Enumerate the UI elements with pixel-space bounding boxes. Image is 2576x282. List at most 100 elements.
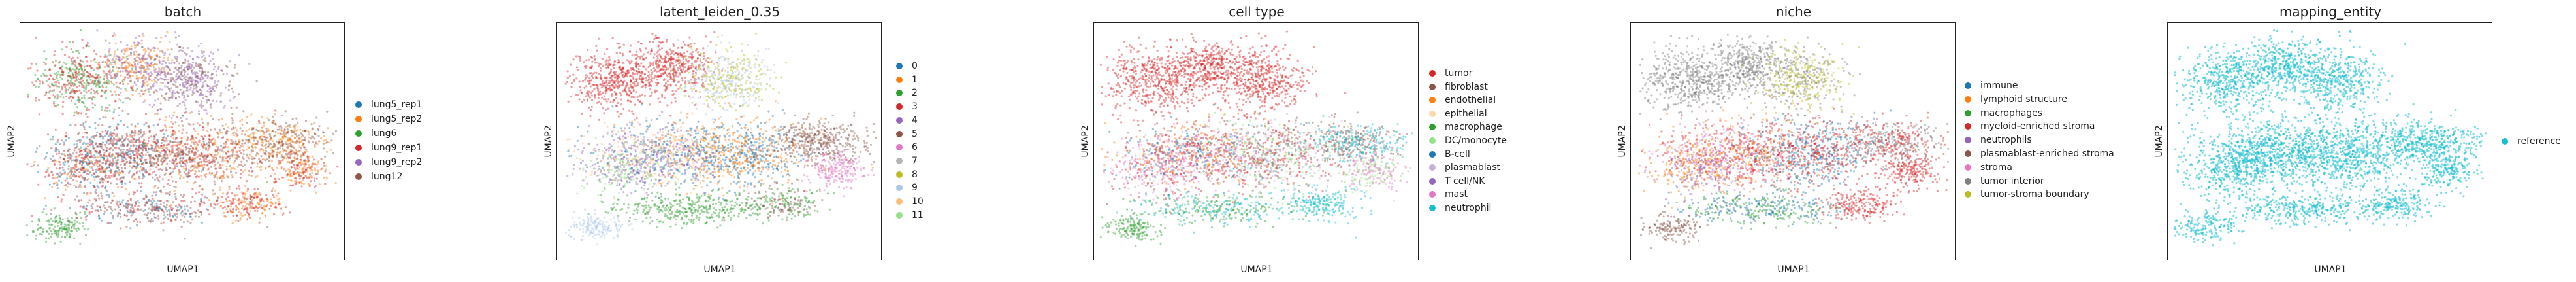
legend-marker (1429, 124, 1436, 131)
x-axis-label: UMAP1 (20, 264, 346, 275)
legend-label: 0 (912, 61, 918, 71)
legend-item: 8 (896, 169, 918, 181)
legend-marker (896, 185, 903, 192)
legend-item: neutrophils (1965, 134, 2032, 146)
series-points-lung6 (25, 29, 150, 245)
legend-item: 4 (896, 115, 918, 126)
series-points-4 (566, 108, 758, 219)
legend-item: immune (1965, 80, 2018, 92)
legend-item: lung6 (355, 128, 396, 139)
series-points-5 (723, 111, 877, 222)
legend-label: 1 (912, 75, 918, 85)
legend-item: reference (2502, 135, 2561, 147)
legend-marker (1429, 205, 1436, 211)
legend-marker (355, 159, 362, 166)
legend-item: endothelial (1429, 94, 1496, 106)
legend-marker (896, 130, 903, 137)
series-points-macrophage (1099, 188, 1343, 247)
series-points-plasmablast (1110, 113, 1376, 202)
legend-item: plasmablast-enriched stroma (1965, 148, 2114, 160)
series-points-10 (566, 112, 760, 200)
legend-item: stroma (1965, 162, 2012, 173)
series-points-dc-monocyte (1180, 111, 1412, 205)
series-points-8 (671, 32, 788, 114)
legend-label: B-cell (1445, 149, 1470, 160)
legend-label: 11 (912, 210, 924, 220)
legend-label: neutrophil (1445, 203, 1491, 213)
legend-marker (1429, 191, 1436, 198)
legend-label: 6 (912, 142, 918, 152)
series-points-9 (565, 34, 780, 246)
legend-marker (355, 101, 362, 108)
legend-marker (2502, 138, 2508, 145)
legend-item: epithelial (1429, 108, 1487, 120)
legend-label: DC/monocyte (1445, 135, 1507, 146)
legend-item: tumor-stroma boundary (1965, 188, 2089, 200)
legend-label: endothelial (1445, 95, 1496, 105)
series-points-lung9-rep1 (26, 35, 339, 230)
panel-title: cell type (1093, 4, 1420, 20)
series-points-macrophages (1675, 188, 1877, 230)
series-points-neutrophils (1643, 130, 1758, 211)
panel-title: mapping_entity (2167, 4, 2494, 20)
legend-label: lung9_rep1 (371, 143, 422, 153)
legend-item: B-cell (1429, 149, 1470, 160)
legend-item: DC/monocyte (1429, 135, 1507, 147)
series-points-reference (2173, 29, 2487, 247)
legend-label: lymphoid structure (1980, 94, 2067, 105)
legend-marker (896, 211, 903, 219)
legend-label: T cell/NK (1445, 176, 1485, 186)
legend-marker (1965, 150, 1971, 157)
legend-label: 7 (912, 156, 918, 166)
legend-label: tumor (1445, 68, 1472, 79)
legend-item: 9 (896, 182, 918, 194)
legend-label: lung5_rep1 (371, 99, 422, 110)
series-points-tumor-stroma-boundary (1742, 39, 1860, 133)
legend-label: plasmablast-enriched stroma (1980, 149, 2114, 159)
y-axis-label: UMAP2 (2154, 125, 2165, 157)
legend-item: T cell/NK (1429, 175, 1485, 187)
y-axis-label: UMAP2 (1617, 125, 1628, 157)
y-axis-label: UMAP2 (543, 125, 554, 157)
legend-marker (896, 144, 903, 151)
legend-marker (1965, 191, 1971, 198)
legend-marker (1965, 177, 1971, 185)
legend-label: lung12 (371, 171, 402, 182)
legend-label: lung6 (371, 128, 396, 139)
legend-item: 1 (896, 74, 918, 86)
series-points-1 (613, 100, 874, 205)
legend-label: 8 (912, 169, 918, 180)
legend-label: neutrophils (1980, 135, 2032, 145)
legend-marker (896, 103, 903, 111)
panel-title: niche (1630, 4, 1957, 20)
legend-item: 6 (896, 141, 918, 153)
legend-item: tumor (1429, 67, 1472, 79)
y-axis-label: UMAP2 (7, 125, 17, 157)
legend-item: 3 (896, 101, 918, 113)
legend-label: macrophages (1980, 108, 2042, 118)
legend-label: myeloid-enriched stroma (1980, 121, 2095, 132)
legend-label: tumor-stroma boundary (1980, 189, 2089, 200)
legend-item: lung5_rep1 (355, 99, 422, 111)
scatter-plot-area (2167, 22, 2492, 260)
scatter-points (1637, 33, 1950, 249)
legend-label: lung9_rep2 (371, 157, 422, 167)
legend-label: stroma (1980, 162, 2012, 173)
legend-label: 5 (912, 129, 918, 139)
legend-marker (1429, 137, 1436, 144)
legend-marker (1429, 97, 1436, 104)
series-points-endothelial (1101, 112, 1287, 190)
legend-item: mast (1429, 188, 1468, 200)
legend-marker (1429, 83, 1436, 90)
legend-marker (1429, 164, 1436, 171)
scatter-plot-area (1093, 22, 1419, 260)
legend-marker (1429, 110, 1436, 117)
scatter-plot-area (20, 22, 345, 260)
x-axis-label: UMAP1 (2167, 264, 2494, 275)
legend-label: macrophage (1445, 122, 1502, 132)
legend-label: 10 (912, 196, 924, 207)
legend-item: lung5_rep2 (355, 113, 422, 125)
scatter-points (564, 31, 877, 246)
legend-label: 3 (912, 101, 918, 112)
legend-label: fibroblast (1445, 82, 1488, 92)
